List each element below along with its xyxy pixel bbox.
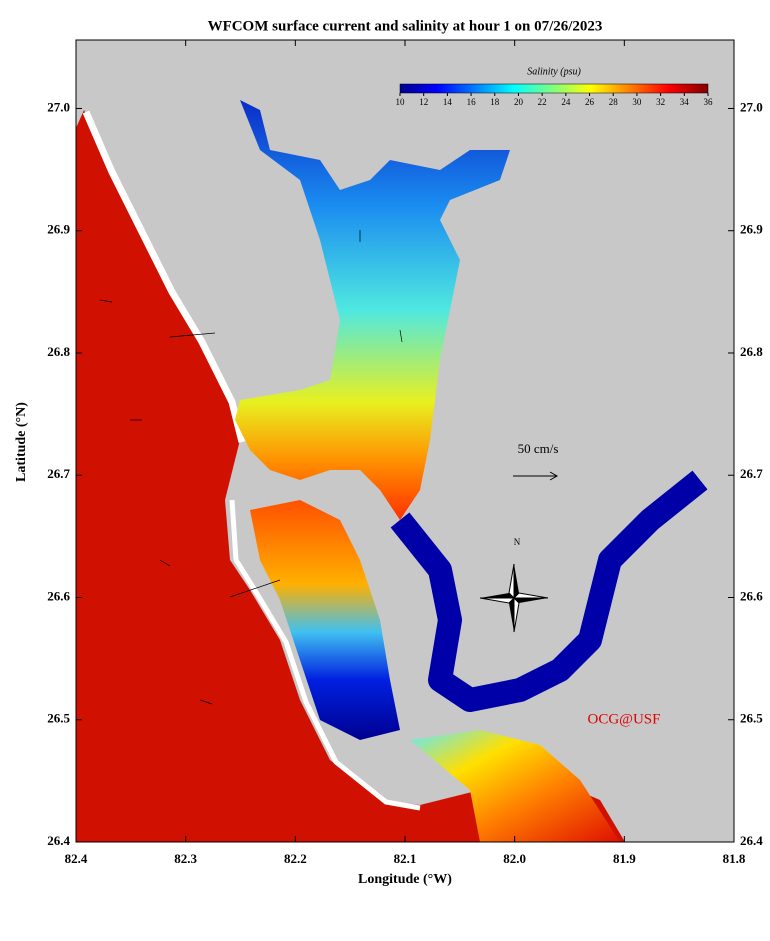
y-tick-label: 26.7	[740, 466, 763, 481]
y-tick-label: 27.0	[740, 99, 763, 114]
scale-arrow-head	[549, 471, 559, 481]
y-axis-label: Latitude (°N)	[14, 402, 29, 482]
charlotte-harbor	[235, 100, 510, 520]
x-tick-label: 81.9	[613, 851, 636, 866]
y-tick-label: 26.6	[740, 588, 763, 603]
y-tick-label: 26.7	[47, 466, 70, 481]
colorbar-tick-label: 20	[514, 97, 524, 107]
credit: OCG@USF	[587, 711, 660, 727]
pine-island-sound	[250, 500, 400, 740]
compass-point	[514, 598, 548, 603]
colorbar-tick-label: 24	[561, 97, 571, 107]
y-tick-label: 26.8	[47, 344, 70, 359]
x-tick-label: 82.0	[503, 851, 526, 866]
current-vector	[399, 329, 403, 343]
colorbar-tick-label: 10	[396, 97, 406, 107]
barrier-islands	[229, 499, 421, 811]
y-tick-label: 27.0	[47, 99, 70, 114]
current-vectors	[99, 230, 403, 705]
current-vector	[159, 559, 171, 567]
estero-bay	[410, 730, 620, 842]
colorbar-tick-label: 28	[609, 97, 619, 107]
colorbar-tick-label: 32	[656, 97, 665, 107]
colorbar-tick-label: 30	[632, 97, 642, 107]
compass-point	[480, 593, 514, 598]
y-tick-label: 26.9	[740, 222, 763, 237]
x-tick-label: 82.2	[284, 851, 307, 866]
colorbar-tick-label: 34	[680, 97, 690, 107]
colorbar-tick-label: 16	[467, 97, 477, 107]
colorbar-tick-label: 22	[538, 97, 547, 107]
x-tick-label: 82.4	[65, 851, 88, 866]
colorbar-tick-label: 26	[585, 97, 595, 107]
gulf-water	[76, 110, 625, 842]
x-tick-label: 81.8	[723, 851, 746, 866]
y-tick-label: 26.4	[47, 833, 70, 848]
current-vector	[229, 579, 281, 598]
colorbar-tick-label: 36	[704, 97, 714, 107]
x-tick-label: 82.3	[174, 851, 197, 866]
compass-point	[514, 564, 519, 598]
compass-point	[512, 592, 549, 599]
x-tick-label: 82.1	[394, 851, 417, 866]
north-label: N	[514, 537, 521, 547]
scale-label: 50 cm/s	[518, 441, 559, 456]
y-tick-label: 26.5	[740, 711, 763, 726]
y-tick-label: 26.5	[47, 711, 70, 726]
colorbar-tick-label: 12	[419, 97, 428, 107]
compass-point	[509, 598, 514, 632]
y-tick-label: 26.6	[47, 588, 70, 603]
y-tick-label: 26.4	[740, 833, 763, 848]
compass-point	[479, 597, 516, 604]
current-vector	[99, 299, 113, 303]
current-vector	[199, 699, 213, 705]
current-vector	[169, 332, 216, 338]
y-tick-label: 26.8	[740, 344, 763, 359]
colorbar	[399, 83, 709, 94]
chart-title: WFCOM surface current and salinity at ho…	[208, 18, 603, 34]
colorbar-label: Salinity (psu)	[527, 66, 581, 77]
compass	[479, 563, 549, 633]
colorbar-tick-label: 14	[443, 97, 453, 107]
x-axis-label: Longitude (°W)	[358, 872, 452, 887]
colorbar-tick-label: 18	[490, 97, 500, 107]
y-tick-label: 26.9	[47, 222, 70, 237]
caloosahatchee-river	[390, 470, 708, 712]
barrier-islands	[82, 110, 246, 443]
